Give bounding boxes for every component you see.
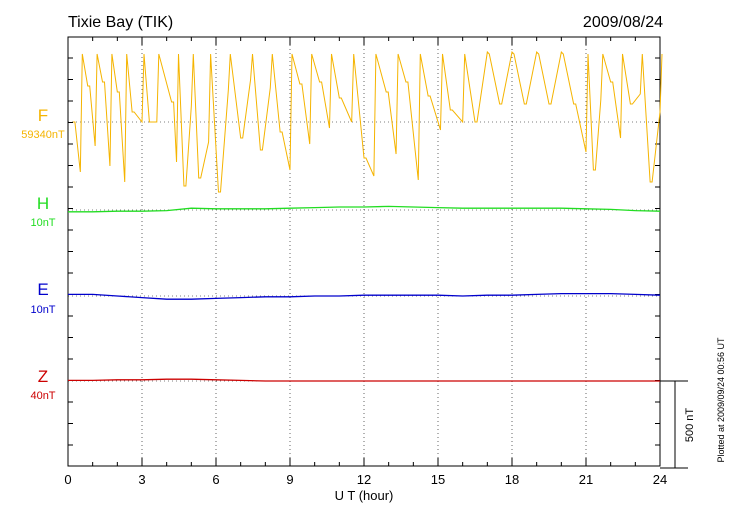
- plotted-note: Plotted at 2009/09/24 00:56 UT: [716, 337, 726, 463]
- channel-z-scale: 40nT: [30, 390, 55, 402]
- scale-bar: 500 nT: [660, 380, 696, 469]
- channel-h-label: H: [37, 194, 49, 213]
- channel-e-scale: 10nT: [30, 304, 55, 316]
- x-tick-labels: 0 3 6 9 12 15 18 21 24: [64, 472, 667, 487]
- x-tick-label: 15: [431, 472, 445, 487]
- series-line-e: [68, 292, 661, 300]
- x-tick-label: 0: [64, 472, 71, 487]
- x-tick-label: 9: [286, 472, 293, 487]
- series-line-f: [72, 50, 663, 193]
- grid-lines: [68, 37, 660, 466]
- chart-title: Tixie Bay (TIK): [68, 14, 173, 31]
- channel-h-scale: 10nT: [30, 217, 55, 229]
- channel-f-label: F: [38, 106, 48, 125]
- x-tick-label: 18: [505, 472, 519, 487]
- x-axis-label: U T (hour): [335, 488, 394, 503]
- x-tick-label: 21: [579, 472, 593, 487]
- x-tick-label: 3: [138, 472, 145, 487]
- channel-f-scale: 59340nT: [21, 129, 65, 141]
- x-tick-label: 12: [357, 472, 371, 487]
- channel-e-label: E: [37, 280, 48, 299]
- scale-bar-label: 500 nT: [684, 408, 696, 443]
- chart-date: 2009/08/24: [583, 14, 663, 31]
- series-line-z: [68, 378, 660, 382]
- series-line-h: [68, 205, 661, 213]
- channel-z-label: Z: [38, 367, 48, 386]
- x-tick-label: 6: [212, 472, 219, 487]
- x-tick-label: 24: [653, 472, 667, 487]
- series-layer: [68, 50, 663, 382]
